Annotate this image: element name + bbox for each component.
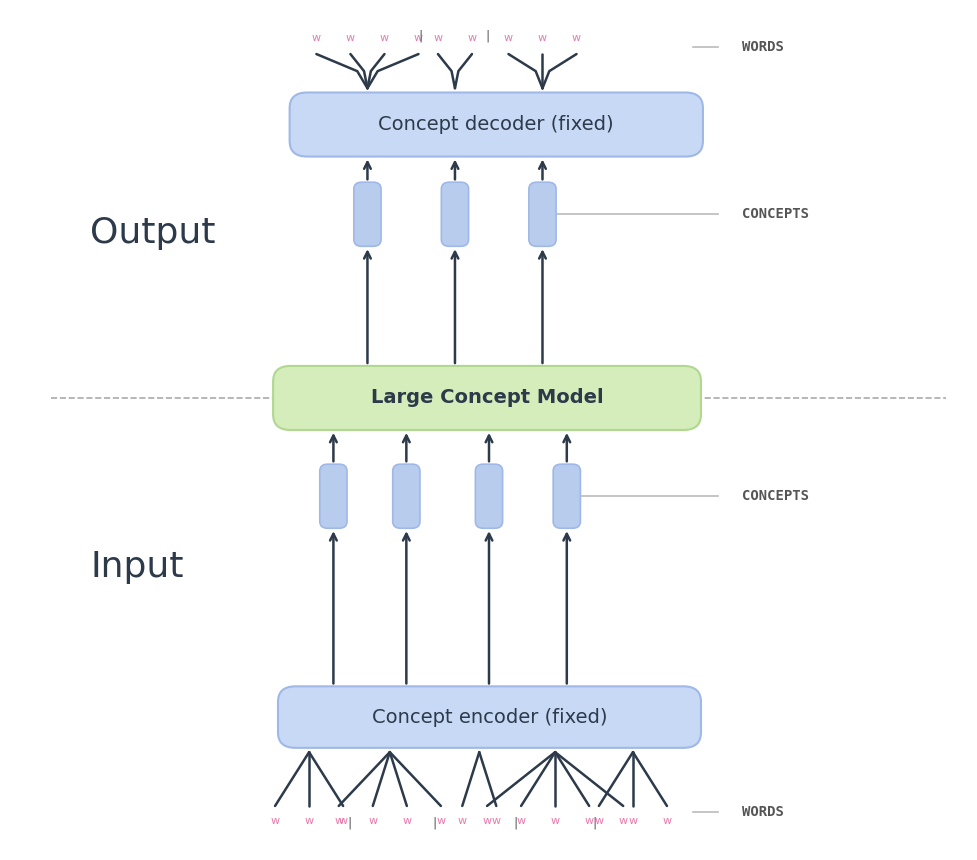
Text: w: w [457,816,466,826]
Text: Output: Output [90,217,216,250]
Text: CONCEPTS: CONCEPTS [742,207,808,221]
Text: w: w [661,816,671,826]
Text: CONCEPTS: CONCEPTS [742,489,808,503]
Text: w: w [503,33,513,43]
FancyBboxPatch shape [475,464,502,528]
Text: w: w [618,816,627,826]
Text: Concept encoder (fixed): Concept encoder (fixed) [371,708,607,727]
Text: w: w [402,816,411,826]
Text: w: w [334,816,343,826]
Text: w: w [537,33,546,43]
Text: w: w [491,816,500,826]
Text: w: w [550,816,559,826]
Text: w: w [627,816,637,826]
FancyBboxPatch shape [354,182,381,246]
Text: w: w [338,816,348,826]
Text: w: w [413,33,423,43]
FancyBboxPatch shape [277,686,701,748]
Text: Large Concept Model: Large Concept Model [370,389,603,408]
Text: w: w [368,816,377,826]
Text: Concept decoder (fixed): Concept decoder (fixed) [378,115,614,134]
Text: w: w [312,33,320,43]
Text: w: w [379,33,389,43]
Text: |: | [513,816,517,829]
Text: w: w [271,816,279,826]
Text: |: | [432,816,436,829]
FancyBboxPatch shape [441,182,468,246]
Text: w: w [436,816,445,826]
FancyBboxPatch shape [529,182,556,246]
Text: w: w [572,33,580,43]
Text: |: | [348,816,352,829]
Text: w: w [482,816,491,826]
Text: WORDS: WORDS [742,805,783,819]
Text: |: | [592,816,597,829]
Text: w: w [594,816,603,826]
Text: |: | [485,30,488,43]
FancyBboxPatch shape [393,464,419,528]
Text: w: w [467,33,476,43]
Text: w: w [304,816,314,826]
Text: w: w [584,816,593,826]
FancyBboxPatch shape [289,93,702,157]
Text: |: | [418,30,423,43]
Text: WORDS: WORDS [742,40,783,54]
Text: w: w [346,33,355,43]
Text: Input: Input [90,550,184,584]
Text: w: w [516,816,525,826]
Text: w: w [433,33,442,43]
FancyBboxPatch shape [273,366,701,430]
FancyBboxPatch shape [319,464,347,528]
FancyBboxPatch shape [553,464,579,528]
